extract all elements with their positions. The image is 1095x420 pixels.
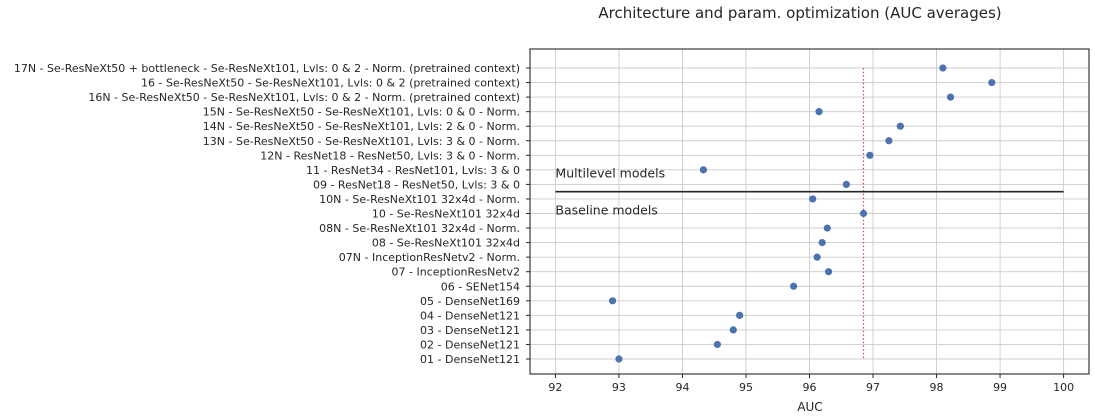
y-tick-label: 17N - Se-ResNeXt50 + bottleneck - Se-Res… <box>14 62 520 75</box>
x-tick-label: 98 <box>930 381 944 394</box>
data-point <box>824 268 833 276</box>
x-tick-label: 99 <box>993 381 1007 394</box>
data-point <box>809 195 817 203</box>
y-tick-label: 08N - Se-ResNeXt101 32x4d - Norm. <box>319 222 520 235</box>
x-tick-label: 97 <box>866 381 880 394</box>
y-tick-label: 08 - Se-ResNeXt101 32x4d <box>372 237 520 250</box>
grid <box>530 49 1089 374</box>
x-tick-label: 95 <box>739 381 753 394</box>
annotations: Multilevel models Baseline models <box>555 166 665 218</box>
y-tick-label: 05 - DenseNet169 <box>420 295 520 308</box>
y-tick-label: 09 - ResNet18 - ResNet50, Lvls: 3 & 0 <box>313 178 520 191</box>
x-axis-label: AUC <box>797 400 822 414</box>
y-tick-label: 10N - Se-ResNeXt101 32x4d - Norm. <box>319 193 520 206</box>
y-tick-label: 03 - DenseNet121 <box>420 324 520 337</box>
data-point <box>842 180 850 188</box>
data-point <box>813 253 821 261</box>
x-tick-label: 96 <box>803 381 817 394</box>
y-tick-label: 16 - Se-ResNeXt50 - Se-ResNeXt101, Lvls:… <box>141 77 520 90</box>
y-tick-label: 04 - DenseNet121 <box>420 309 520 322</box>
annotation-label: Baseline models <box>555 203 657 218</box>
y-tick-label: 01 - DenseNet121 <box>420 353 520 366</box>
data-point <box>885 137 893 145</box>
plot-frame <box>529 48 1090 375</box>
y-tick-label: 11 - ResNet34 - ResNet101, Lvls: 3 & 0 <box>306 164 520 177</box>
data-point <box>608 297 617 305</box>
y-tick-label: 16N - Se-ResNeXt50 - Se-ResNeXt101, Lvls… <box>88 91 520 104</box>
x-tick-label: 92 <box>548 381 562 394</box>
data-point <box>939 64 947 72</box>
y-tick-label: 07 - InceptionResNetv2 <box>391 266 520 279</box>
annotation-label: Multilevel models <box>555 166 665 181</box>
y-tick-label: 06 - SENet154 <box>441 280 520 293</box>
x-tick-label: 94 <box>675 381 689 394</box>
data-point <box>699 166 708 174</box>
y-tick-label: 14N - Se-ResNeXt50 - Se-ResNeXt101, Lvls… <box>203 120 520 133</box>
chart-title: Architecture and param. optimization (AU… <box>598 4 1001 22</box>
y-tick-label: 10 - Se-ResNeXt101 32x4d <box>372 208 520 221</box>
data-point <box>946 93 955 101</box>
x-tick-label: 93 <box>612 381 626 394</box>
data-point <box>988 78 996 87</box>
data-point <box>790 282 798 290</box>
data-point <box>823 224 831 232</box>
x-tick-label: 100 <box>1053 381 1074 394</box>
data-point <box>818 239 826 247</box>
data-point <box>615 355 623 363</box>
y-tick-label: 13N - Se-ResNeXt50 - Se-ResNeXt101, Lvls… <box>203 135 520 148</box>
data-point <box>729 326 737 334</box>
y-tick-label: 07N - InceptionResNetv2 - Norm. <box>339 251 520 264</box>
data-point <box>713 340 721 349</box>
y-tick-label: 12N - ResNet18 - ResNet50, Lvls: 3 & 0 -… <box>260 149 520 162</box>
y-tick-labels: 17N - Se-ResNeXt50 + bottleneck - Se-Res… <box>14 62 530 366</box>
data-point <box>866 151 874 159</box>
data-points <box>608 64 996 363</box>
data-point <box>736 311 744 319</box>
data-point <box>859 209 868 218</box>
data-point <box>896 122 904 130</box>
x-tick-labels: 92 93 94 95 96 97 98 99 100 <box>548 374 1074 394</box>
data-point <box>815 108 823 116</box>
y-tick-label: 02 - DenseNet121 <box>420 338 520 351</box>
y-tick-label: 15N - Se-ResNeXt50 - Se-ResNeXt101, Lvls… <box>203 106 520 119</box>
